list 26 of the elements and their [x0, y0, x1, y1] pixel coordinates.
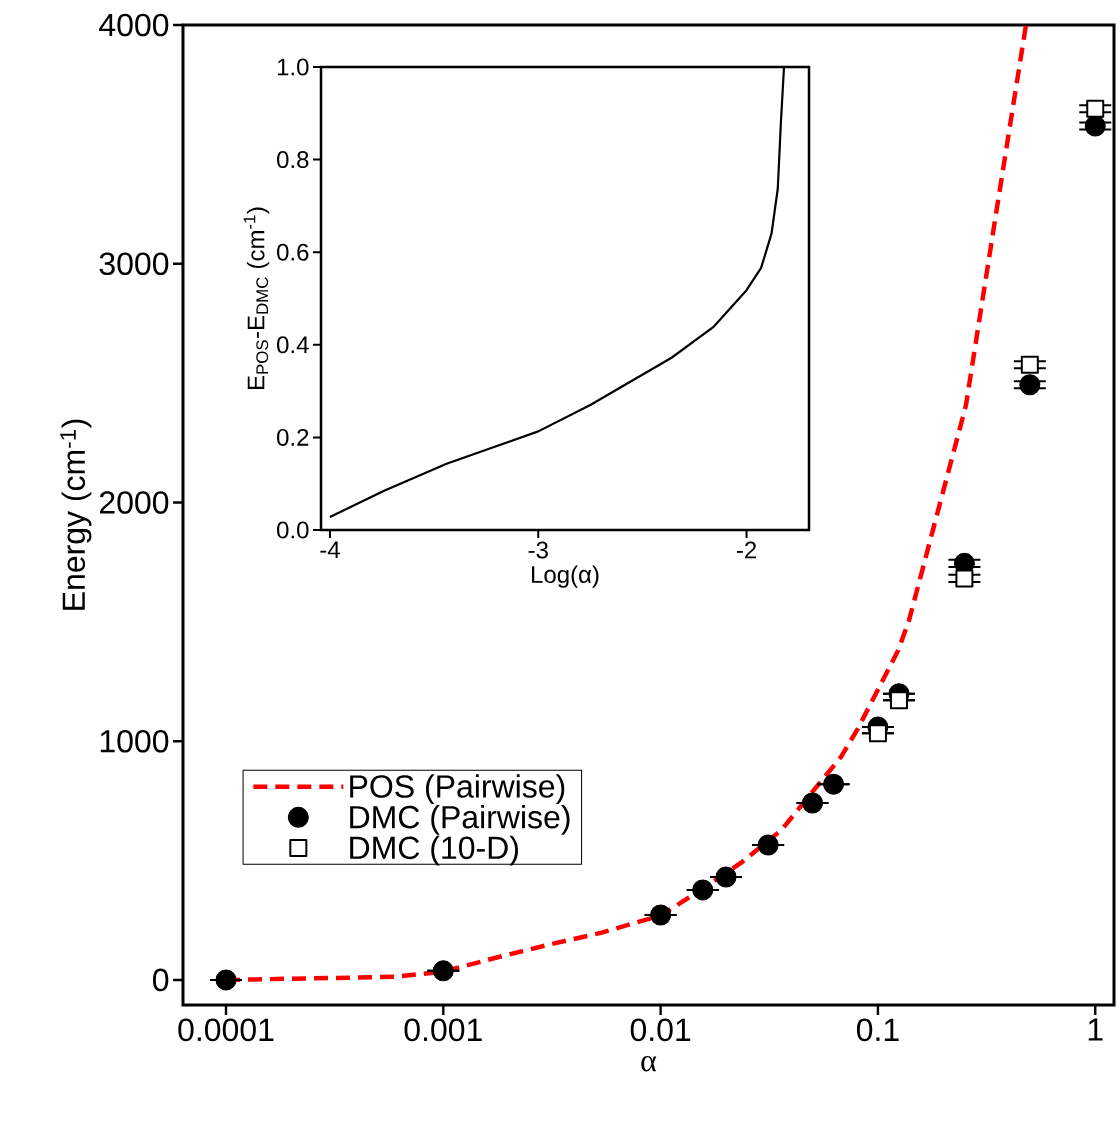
x-tick-label: 0.001 — [404, 1018, 482, 1042]
y-tick-label: 0.2 — [277, 428, 309, 446]
x-axis-title: α — [641, 1056, 657, 1072]
x-tick-label: 0.01 — [630, 1018, 691, 1042]
x-tick-label: 1 — [1088, 1018, 1103, 1041]
x-tick-label: -2 — [736, 541, 756, 559]
x-tick-label: -4 — [320, 541, 340, 559]
y-tick-label: 0 — [153, 968, 169, 992]
legend-label: DMC (Pairwise) — [350, 804, 570, 835]
y-tick-label: 1000 — [100, 729, 169, 753]
y-tick-label: 4000 — [99, 13, 169, 37]
x-tick-label: 0.1 — [856, 1018, 899, 1042]
x-tick-label: 0.0001 — [178, 1018, 274, 1042]
y-tick-label: 3000 — [99, 252, 169, 276]
y-tick-label: 0.4 — [277, 336, 309, 354]
y-tick-label: 0.8 — [277, 151, 309, 169]
y-axis-title: E$_{POS}$-E$_{DMC}$ (cm$^{-1}$) — [243, 207, 270, 389]
legend-label: DMC (10-D) — [350, 835, 518, 866]
x-axis-title: Log(α) — [532, 565, 599, 588]
y-tick-label: 0.6 — [277, 243, 309, 261]
x-tick-label: -3 — [528, 541, 548, 559]
y-axis-title: Energy (cm$^{-1}$) — [60, 419, 92, 610]
y-tick-label: 1.0 — [277, 58, 309, 76]
legend-label: POS (Pairwise) — [350, 774, 565, 805]
y-tick-label: 2000 — [99, 491, 169, 514]
y-tick-label: 0.0 — [277, 521, 309, 539]
